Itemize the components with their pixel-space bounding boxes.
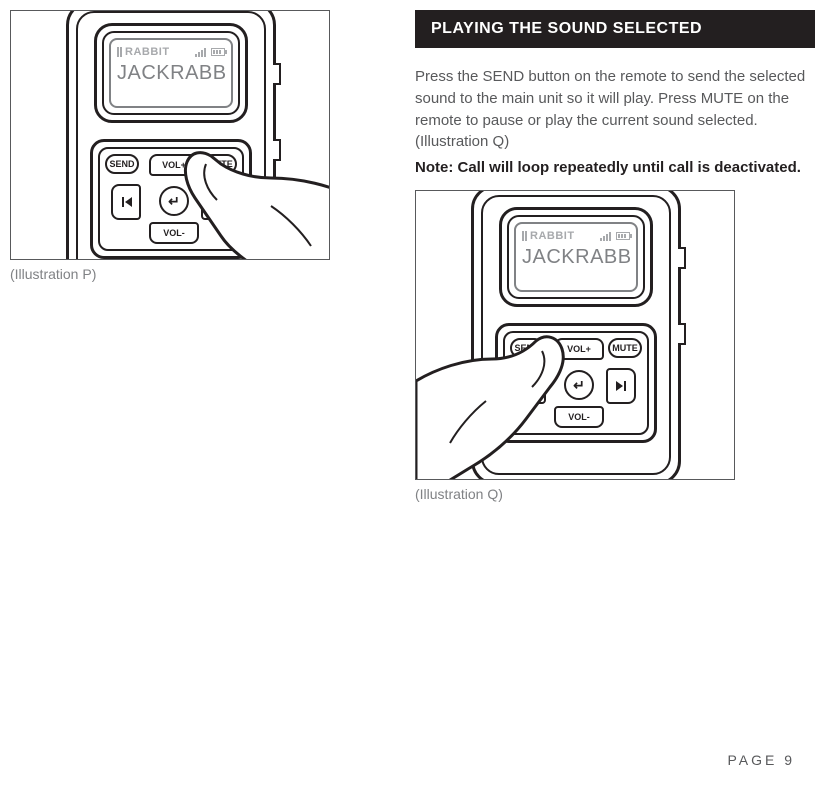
illustration-p-caption: (Illustration P)	[10, 266, 390, 282]
remote-device-p: RABBIT JACKRABB SEND MUTE VOL+ VOL-	[66, 10, 276, 260]
button-panel: SEND MUTE VOL+ VOL- ↵	[495, 323, 657, 443]
volume-up-button[interactable]: VOL+	[554, 338, 604, 360]
screen-sound-name: JACKRABB	[117, 62, 225, 85]
enter-button[interactable]: ↵	[564, 370, 594, 400]
volume-down-button[interactable]: VOL-	[149, 222, 199, 244]
volume-up-button[interactable]: VOL+	[149, 154, 199, 176]
screen-frame: RABBIT JACKRABB	[499, 207, 653, 307]
mute-button[interactable]: MUTE	[608, 338, 642, 358]
section-header: PLAYING THE SOUND SELECTED	[415, 10, 815, 48]
side-tab	[273, 139, 281, 161]
next-button[interactable]	[606, 368, 636, 404]
button-panel: SEND MUTE VOL+ VOL- ↵	[90, 139, 252, 259]
signal-icon	[600, 231, 611, 241]
screen-sound-name: JACKRABB	[522, 246, 630, 269]
remote-device-q: RABBIT JACKRABB SEND MUTE VOL+ VOL-	[471, 190, 681, 480]
prev-button[interactable]	[516, 368, 546, 404]
illustration-q-caption: (Illustration Q)	[415, 486, 815, 502]
enter-button[interactable]: ↵	[159, 186, 189, 216]
battery-icon	[211, 48, 225, 56]
send-button[interactable]: SEND	[510, 338, 544, 358]
illustration-p-box: RABBIT JACKRABB SEND MUTE VOL+ VOL-	[10, 10, 330, 260]
screen-status-row: RABBIT	[522, 228, 630, 244]
illustration-q-box: RABBIT JACKRABB SEND MUTE VOL+ VOL-	[415, 190, 735, 480]
instruction-paragraph: Press the SEND button on the remote to s…	[415, 66, 815, 153]
pause-icon	[117, 47, 122, 57]
battery-icon	[616, 232, 630, 240]
side-tab	[678, 247, 686, 269]
send-button[interactable]: SEND	[105, 154, 139, 174]
volume-down-button[interactable]: VOL-	[554, 406, 604, 428]
page-number: PAGE 9	[727, 752, 795, 768]
note-text: Note: Call will loop repeatedly until ca…	[415, 157, 815, 178]
pause-icon	[522, 231, 527, 241]
screen-category-label: RABBIT	[530, 230, 575, 242]
signal-icon	[195, 47, 206, 57]
next-button[interactable]	[201, 184, 231, 220]
screen-frame: RABBIT JACKRABB	[94, 23, 248, 123]
prev-button[interactable]	[111, 184, 141, 220]
side-tab	[678, 323, 686, 345]
screen-category-label: RABBIT	[125, 46, 170, 58]
mute-button[interactable]: MUTE	[203, 154, 237, 174]
screen: RABBIT JACKRABB	[514, 222, 638, 292]
screen-status-row: RABBIT	[117, 44, 225, 60]
side-tab	[273, 63, 281, 85]
right-column: PLAYING THE SOUND SELECTED Press the SEN…	[415, 10, 815, 502]
left-column: RABBIT JACKRABB SEND MUTE VOL+ VOL-	[10, 10, 390, 282]
screen: RABBIT JACKRABB	[109, 38, 233, 108]
